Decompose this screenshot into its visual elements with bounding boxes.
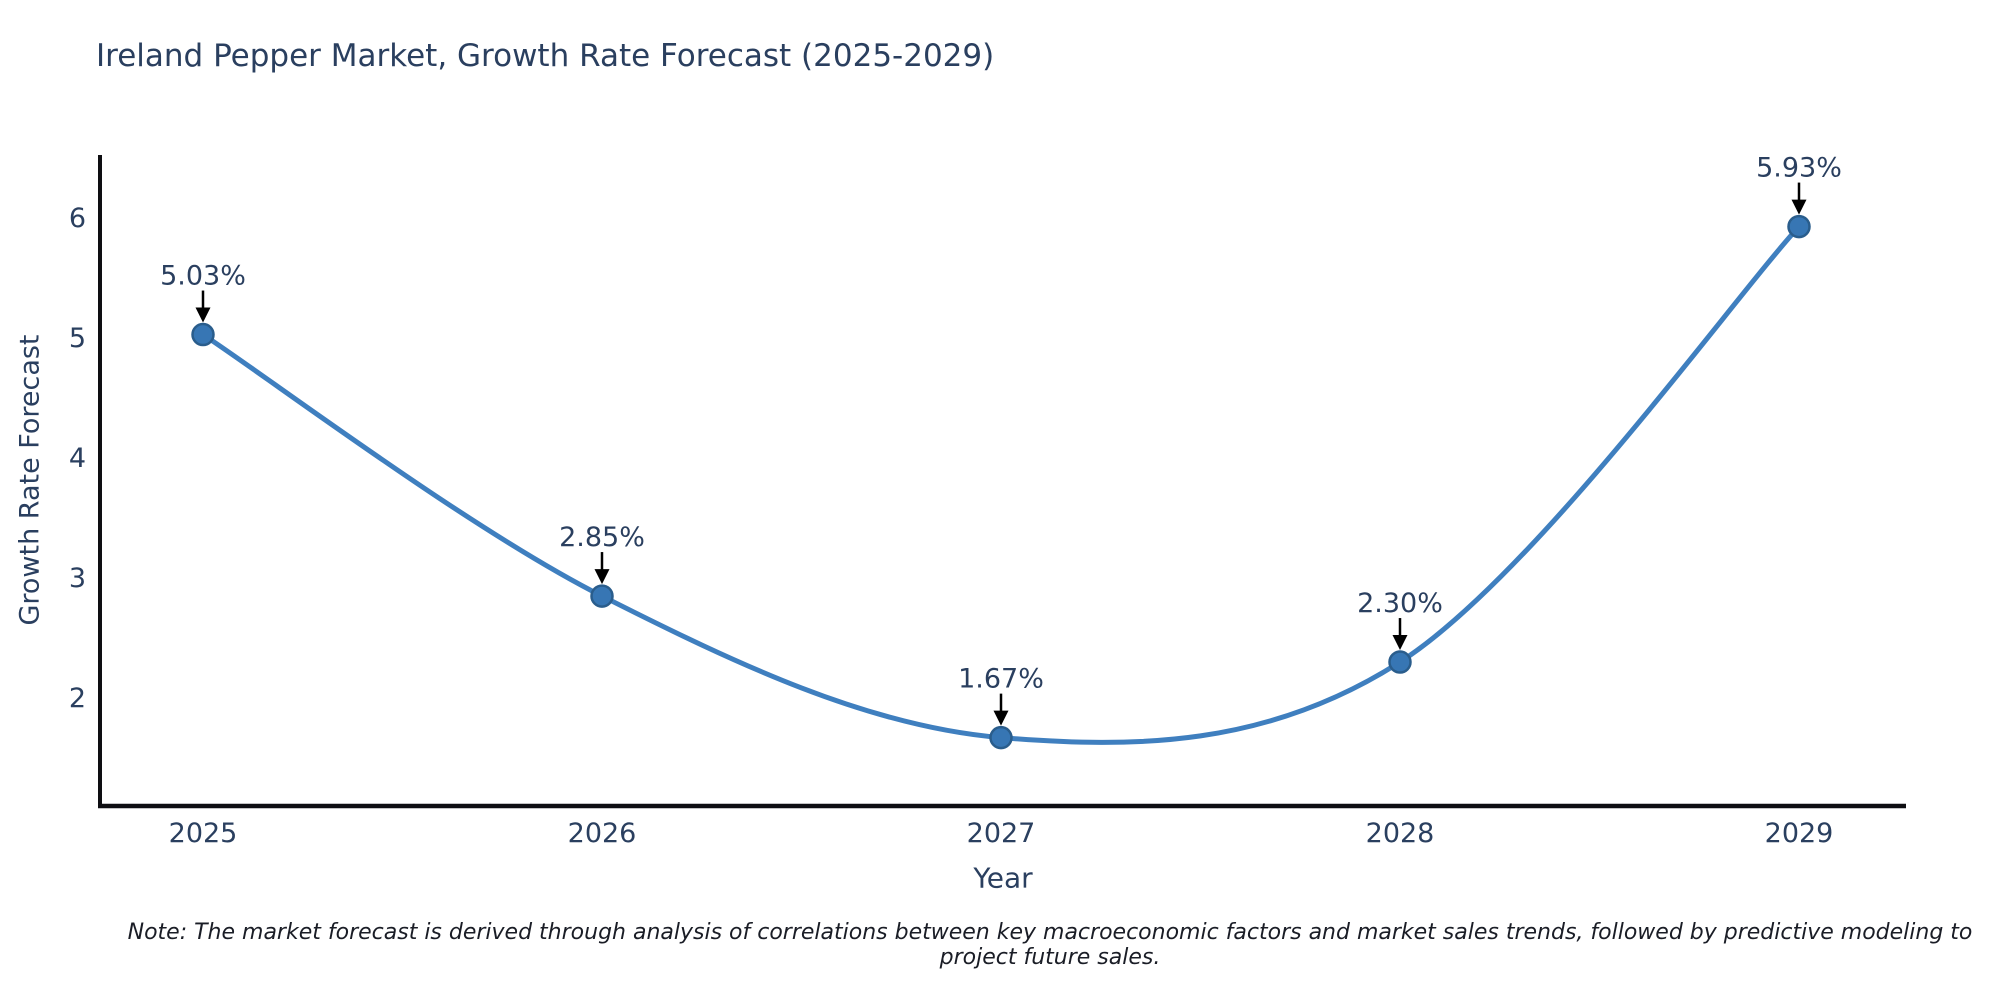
y-tick-label: 4 [69, 443, 86, 474]
value-annotation-label: 2.85% [559, 522, 645, 553]
x-tick-label: 2026 [568, 818, 637, 849]
value-annotation-label: 5.03% [160, 261, 246, 292]
x-tick-label: 2025 [169, 818, 238, 849]
data-point-marker [1787, 214, 1811, 239]
y-tick-label: 2 [69, 683, 86, 714]
x-tick-label: 2029 [1765, 818, 1834, 849]
x-axis-title: Year [973, 861, 1033, 895]
y-axis-title: Growth Rate Forecast [14, 334, 46, 626]
data-point-marker [590, 584, 614, 608]
value-annotation-label: 5.93% [1756, 153, 1842, 184]
x-tick-label: 2028 [1366, 818, 1435, 849]
annotation-arrowhead-icon [195, 307, 211, 323]
annotation-arrowhead-icon [1791, 199, 1807, 215]
data-point-annotations: 5.03% 2.85% 1.67% 2.30% 5.93% [160, 153, 1842, 726]
x-axis-ticks: 2025 2026 2027 2028 2029 [169, 818, 1834, 849]
value-annotation-label: 2.30% [1357, 588, 1443, 619]
annotation-arrowhead-icon [594, 569, 610, 585]
chart-title: Ireland Pepper Market, Growth Rate Forec… [96, 38, 995, 74]
data-point-marker [191, 322, 215, 347]
data-point-markers [191, 214, 1811, 750]
annotation-arrowhead-icon [1392, 635, 1408, 651]
y-tick-label: 5 [69, 323, 86, 354]
annotation-arrowhead-icon [993, 710, 1009, 726]
x-tick-label: 2027 [967, 818, 1036, 849]
y-tick-label: 6 [69, 203, 86, 234]
data-point-marker [1388, 650, 1412, 674]
value-annotation-label: 1.67% [958, 664, 1044, 695]
y-tick-label: 3 [69, 563, 86, 594]
y-axis-ticks: 2 3 4 5 6 [69, 203, 86, 714]
forecast-methodology-note: Note: The market forecast is derived thr… [127, 920, 1973, 970]
data-point-marker [989, 725, 1013, 750]
